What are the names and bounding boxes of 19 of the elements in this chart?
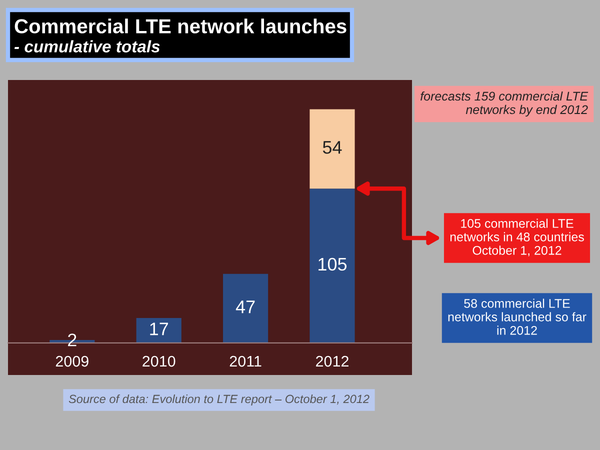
data-label: 17: [150, 322, 168, 336]
data-label: 105: [318, 258, 347, 271]
chart-title: Commercial LTE network launches: [14, 18, 346, 34]
bar: [310, 109, 355, 189]
data-label: 2: [68, 334, 76, 346]
text: 58 commercial LTE networks launched so far in 2012: [448, 298, 586, 335]
text: 105 commercial LTE networks in 48 countries October 1, 2012: [450, 218, 584, 256]
x-tick-label: 2011: [230, 356, 262, 367]
x-tick-label: 2010: [142, 356, 176, 367]
chart-subtitle: - cumulative totals: [14, 40, 160, 52]
data-label: 47: [236, 300, 255, 314]
text: forecasts 159 commercial LTE networks by end 2012: [420, 91, 588, 117]
bar: [223, 274, 268, 343]
bar: [310, 188, 355, 343]
bar: [136, 318, 182, 343]
x-tick-label: 2009: [56, 356, 88, 367]
source-note: Source of data: Evolution to LTE report – October 1, 2012: [68, 394, 370, 406]
x-tick-label: 2012: [316, 356, 348, 367]
data-label: 54: [322, 141, 342, 154]
